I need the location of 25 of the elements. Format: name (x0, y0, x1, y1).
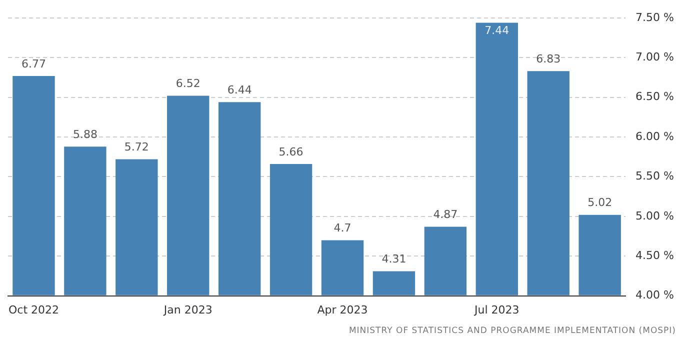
data-label: 5.88 (72, 128, 98, 141)
data-label: 6.44 (227, 83, 252, 96)
text: MINISTRY OF STATISTICS AND PROGRAMME IMPLEMENTATION (MOSPI) (348, 326, 676, 336)
data-label: 4.31 (382, 252, 406, 266)
data-label: 4.7 (334, 222, 352, 235)
x-tick-label: Jul 2023 (474, 303, 520, 316)
data-label: 6.52 (176, 77, 200, 90)
x-tick-label: Jan 2023 (162, 303, 212, 316)
data-label: 7.44 (484, 24, 510, 38)
x-tick-label: Oct 2022 (8, 303, 59, 316)
y-tick-label: 7.50 % (636, 10, 674, 24)
y-tick-label: 4.00 % (636, 288, 674, 302)
y-tick-label: 6.00 % (636, 130, 674, 143)
data-label: 6.83 (536, 52, 561, 66)
y-tick-label: 5.00 % (636, 209, 674, 222)
data-label: 4.87 (433, 208, 458, 222)
y-tick-label: 4.50 % (636, 248, 674, 262)
data-label: 5.66 (278, 145, 304, 158)
data-label: 6.77 (21, 57, 46, 70)
data-label: 5.72 (124, 140, 149, 154)
y-tick-label: 6.50 % (636, 90, 674, 104)
y-tick-label: 7.00 % (636, 50, 674, 64)
data-label: 5.02 (588, 196, 612, 210)
y-tick-label: 5.50 % (636, 170, 674, 183)
x-tick-label: Apr 2023 (317, 303, 368, 316)
